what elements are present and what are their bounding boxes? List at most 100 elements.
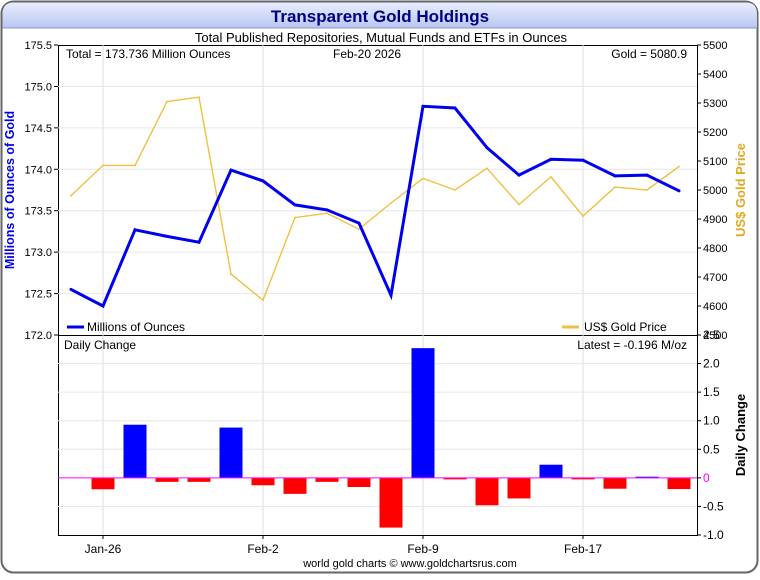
right-tick-label-9: 4600: [703, 301, 727, 313]
gold-point-12: [454, 189, 456, 191]
change-bar-15: [571, 477, 595, 480]
holdings-point-9: [357, 221, 361, 225]
daily-change-bars: [91, 348, 691, 528]
gold-point-4: [198, 96, 200, 99]
gold-point-13: [486, 167, 488, 170]
footer-credit: world gold charts © www.goldchartsrus.co…: [302, 558, 517, 570]
gold-price-label: Gold = 5080.9: [611, 47, 687, 61]
left-tick-label-7: 172.0: [24, 330, 52, 342]
change-bar-12: [475, 477, 499, 506]
right-tick-label-0: 5500: [703, 40, 727, 52]
left-tick-label-4: 173.5: [24, 206, 52, 218]
change-tick-label-4: 0.5: [703, 442, 720, 456]
holdings-point-16: [581, 158, 585, 162]
gold-point-15: [550, 176, 552, 178]
x-tick-label-2: Feb-9: [407, 542, 439, 556]
left-axis-title: Millions of Ounces of Gold: [3, 111, 17, 269]
change-bar-10: [411, 348, 435, 478]
change-bar-2: [155, 477, 179, 482]
change-tick-label-1: 2.0: [703, 357, 720, 371]
left-tick-label-0: 175.5: [24, 40, 52, 52]
change-bar-6: [283, 477, 307, 494]
change-tick-label-7: -1.0: [703, 528, 724, 542]
holdings-point-18: [645, 173, 649, 177]
change-tick-label-6: -0.5: [703, 499, 724, 513]
change-bar-18: [667, 477, 691, 490]
series-points: [69, 96, 681, 308]
change-bar-9: [379, 477, 403, 528]
holdings-point-7: [293, 203, 297, 207]
latest-change-label: Latest = -0.196 M/oz: [577, 338, 687, 352]
left-tick-label-2: 174.5: [24, 123, 52, 135]
right-tick-label-8: 4700: [703, 272, 727, 284]
change-bar-3: [187, 477, 211, 482]
change-tick-label-0: 2.5: [703, 328, 720, 342]
daily-change-axis-title: Daily Change: [733, 394, 748, 476]
right-axis-title: US$ Gold Price: [733, 143, 748, 237]
change-tick-label-2: 1.5: [703, 385, 720, 399]
daily-change-panel-label: Daily Change: [64, 338, 136, 352]
gold-point-8: [326, 212, 328, 215]
axis-ticks: Jan-26 Feb-2 Feb-9 Feb-17 175.5 175.0 174.5 174…: [24, 40, 727, 556]
holdings-point-8: [325, 208, 329, 212]
gold-point-3: [166, 100, 168, 103]
gold-price-line: [70, 96, 680, 302]
gold-point-6: [262, 299, 264, 302]
total-label: Total = 173.736 Million Ounces: [66, 47, 230, 61]
holdings-point-10: [389, 293, 393, 297]
left-tick-label-6: 172.5: [24, 289, 52, 301]
date-label: Feb-20 2026: [333, 47, 401, 61]
holdings-point-11: [421, 104, 425, 108]
upper-plot-area: [58, 45, 698, 336]
holdings-point-17: [613, 174, 617, 178]
holdings-point-1: [101, 304, 105, 308]
right-tick-label-6: 4900: [703, 214, 727, 226]
change-tick-label-5: 0: [703, 471, 710, 485]
chart-subtitle: Total Published Repositories, Mutual Fun…: [195, 30, 568, 45]
lower-plot-area: [58, 335, 698, 536]
change-bar-16: [603, 477, 627, 489]
x-tick-label-1: Feb-2: [247, 542, 279, 556]
gold-point-7: [294, 216, 296, 219]
holdings-line: [70, 104, 680, 309]
right-tick-label-1: 5400: [703, 69, 727, 81]
change-bar-13: [507, 477, 531, 499]
x-tick-label-0: Jan-26: [85, 542, 122, 556]
right-tick-label-3: 5200: [703, 127, 727, 139]
gold-point-2: [134, 164, 136, 167]
gold-point-18: [646, 189, 648, 191]
gold-point-10: [390, 202, 392, 204]
holdings-point-5: [229, 168, 233, 172]
gold-point-11: [422, 177, 424, 180]
holdings-point-0: [69, 287, 73, 291]
right-tick-label-4: 5100: [703, 156, 727, 168]
holdings-point-2: [133, 228, 137, 232]
header-band: [2, 2, 757, 28]
gold-point-0: [70, 194, 72, 197]
change-bar-4: [219, 427, 243, 478]
gold-point-19: [678, 165, 680, 168]
left-tick-label-1: 175.0: [24, 81, 52, 93]
gold-legend-label: US$ Gold Price: [584, 320, 667, 334]
holdings-legend-label: Millions of Ounces: [87, 320, 185, 334]
change-bar-8: [347, 477, 371, 487]
change-bar-5: [251, 477, 275, 486]
right-tick-label-2: 5300: [703, 98, 727, 110]
right-tick-label-7: 4800: [703, 243, 727, 255]
left-tick-label-3: 174.0: [24, 164, 52, 176]
holdings-point-3: [165, 234, 169, 238]
change-tick-label-3: 1.0: [703, 414, 720, 428]
change-bar-14: [539, 464, 563, 478]
change-bar-1: [123, 424, 147, 478]
holdings-point-6: [261, 179, 265, 183]
grid-lines: [58, 45, 697, 535]
x-tick-label-3: Feb-17: [564, 542, 602, 556]
holdings-point-13: [485, 146, 489, 150]
left-tick-label-5: 173.0: [24, 247, 52, 259]
holdings-point-14: [517, 173, 521, 177]
gold-point-16: [582, 215, 584, 218]
change-bar-0: [91, 477, 115, 490]
gold-point-17: [614, 186, 616, 189]
holdings-point-4: [197, 240, 201, 244]
